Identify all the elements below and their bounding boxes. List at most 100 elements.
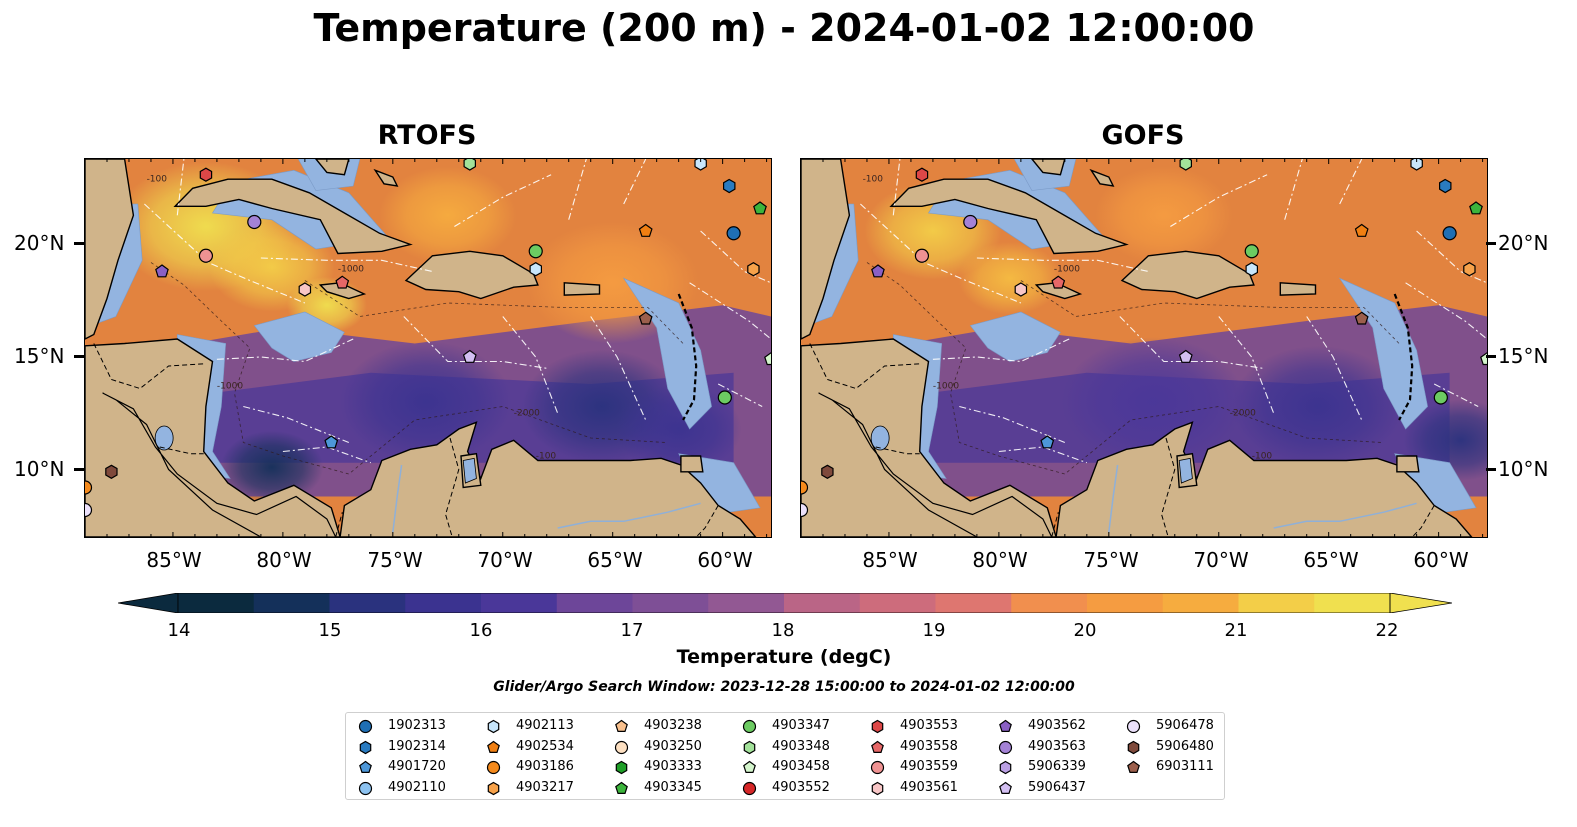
lon-label-left-65w: 65°W	[587, 548, 643, 572]
legend-marker	[486, 760, 501, 775]
lon-label-left-85w: 85°W	[146, 548, 202, 572]
map-panel-gofs: -100 -1000 -1000 -2000 -100	[800, 158, 1488, 538]
legend-marker	[1127, 740, 1140, 754]
warm-anomaly	[958, 241, 1062, 315]
lon-label-right-80w: 80°W	[972, 548, 1028, 572]
circle-marker-icon	[1126, 719, 1141, 734]
warm-anomaly	[379, 166, 517, 264]
legend-marker	[615, 781, 628, 794]
float-marker	[764, 352, 771, 366]
land-bahamas2	[373, 168, 399, 187]
map-panel-rtofs: -100 -1000 -1000 -2000 -100	[84, 158, 772, 538]
panel-title-gofs: GOFS	[1101, 120, 1185, 151]
river	[557, 502, 701, 529]
legend-label: 4901720	[388, 759, 446, 774]
maritime-boundary	[590, 316, 647, 421]
pentagon-marker-icon	[615, 781, 628, 794]
land-southAmerica	[339, 421, 757, 537]
isobath-label: -100	[863, 175, 884, 185]
legend-label: 4903562	[1028, 718, 1086, 733]
lat-label-left-10n: 10°N	[14, 457, 65, 481]
lat-label-right-15n: 15°N	[1498, 344, 1549, 368]
land-puertoRico	[1279, 282, 1317, 296]
lake-nicaragua	[154, 425, 174, 451]
legend-label: 6903111	[1156, 759, 1214, 774]
maritime-boundary	[860, 203, 1022, 304]
continental-shelf	[969, 311, 1061, 362]
country-border	[1051, 512, 1059, 537]
legend-label: 5906339	[1028, 759, 1086, 774]
legend-label: 4903563	[1028, 738, 1086, 754]
isobath-label: -100	[147, 175, 168, 185]
legend-label: 4903345	[644, 779, 702, 795]
land-bahamas1	[1030, 159, 1066, 176]
legend-marker	[742, 719, 757, 734]
legend-label: 1902314	[388, 738, 446, 754]
legend-label: 4903238	[644, 718, 702, 733]
maritime-boundary	[1170, 174, 1268, 227]
legend-marker	[358, 781, 373, 795]
legend-label: 5906478	[1156, 718, 1214, 733]
isobath-label: -1000	[933, 382, 959, 392]
country-border	[445, 437, 460, 537]
lon-label-right-65w: 65°W	[1303, 548, 1359, 572]
pentagon-marker-icon	[871, 740, 884, 753]
lat-tick	[74, 355, 84, 358]
legend-label: 4903186	[516, 759, 574, 774]
map-canvas-gofs: -100 -1000 -1000 -2000 -100	[801, 159, 1487, 537]
lake-maracaibo	[1178, 457, 1193, 484]
isobath-contour	[1020, 280, 1400, 344]
legend-marker	[871, 719, 884, 734]
lon-label-left-60w: 60°W	[697, 548, 753, 572]
float-marker	[747, 262, 760, 277]
float-marker	[801, 502, 809, 518]
legend-label: 5906480	[1156, 738, 1214, 754]
lake-nicaragua	[870, 425, 890, 451]
legend-marker	[999, 781, 1012, 794]
land-bahamas1	[314, 159, 350, 176]
float-marker	[638, 311, 653, 325]
float-marker	[694, 159, 707, 171]
colorbar-label: Temperature (degC)	[676, 646, 892, 668]
legend-marker	[743, 760, 756, 773]
float-marker	[871, 264, 885, 278]
isobath-label: -1000	[217, 382, 243, 392]
land-hispaniola	[404, 250, 539, 300]
maritime-boundary	[1218, 316, 1275, 414]
legend-label: 4903217	[516, 779, 574, 795]
legend-marker	[615, 719, 628, 732]
hexagon-marker-icon	[871, 781, 884, 795]
float-marker	[85, 480, 93, 495]
land-southAmerica	[1055, 421, 1473, 537]
float-marker	[155, 264, 169, 278]
maritime-boundary	[623, 159, 647, 205]
colorbar	[117, 592, 1453, 614]
colorbar-segment	[178, 593, 255, 613]
pentagon-marker-icon	[743, 760, 756, 773]
maritime-boundary	[1306, 316, 1363, 421]
legend-label: 4902534	[516, 738, 574, 754]
country-border	[809, 343, 920, 390]
land-bahamas2	[1089, 168, 1115, 187]
float-marker	[462, 349, 477, 363]
pentagon-marker-icon	[487, 740, 500, 753]
float-marker	[335, 275, 350, 289]
circle-marker-icon	[742, 719, 757, 734]
maritime-boundary	[976, 257, 1149, 273]
maritime-boundary	[1416, 230, 1487, 284]
country-border	[1161, 437, 1176, 537]
float-marker	[638, 223, 653, 237]
land-trinidad	[1396, 455, 1420, 473]
hexagon-marker-icon	[359, 740, 372, 754]
land-trinidad	[680, 455, 704, 473]
legend-label: 4903558	[900, 738, 958, 754]
land-isthmus	[102, 392, 337, 537]
legend-marker	[999, 760, 1012, 775]
float-marker	[1433, 390, 1448, 405]
float-marker	[298, 282, 312, 297]
hexagon-marker-icon	[615, 760, 628, 775]
land-cuba	[173, 178, 413, 255]
lat-tick	[74, 468, 84, 471]
maritime-boundary	[1284, 159, 1303, 220]
colorbar-segment	[1238, 593, 1315, 613]
